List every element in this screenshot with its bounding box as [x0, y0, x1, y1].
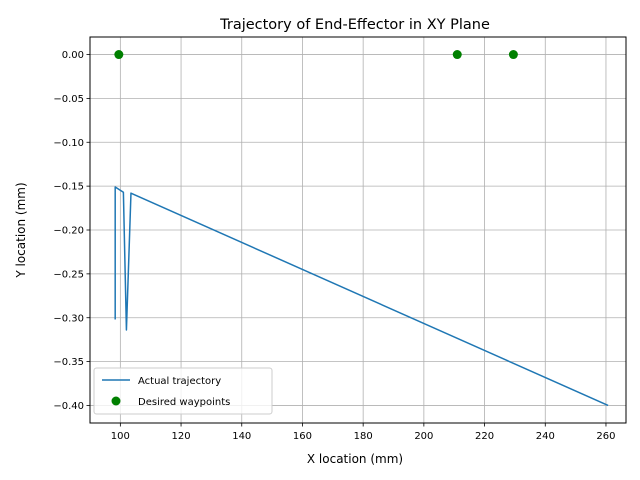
x-tick-label: 160	[293, 431, 312, 442]
x-tick-label: 240	[536, 431, 555, 442]
y-tick-label: −0.25	[53, 269, 84, 280]
legend-box	[93, 367, 273, 415]
y-tick-label: −0.10	[53, 138, 84, 149]
legend-label: Desired waypoints	[138, 397, 230, 408]
y-tick-label: −0.20	[53, 226, 84, 237]
x-tick-label: 220	[475, 431, 494, 442]
x-tick-label: 180	[354, 431, 373, 442]
waypoint-point	[114, 50, 124, 60]
grid	[90, 37, 626, 423]
x-tick-label: 260	[596, 431, 615, 442]
y-tick-label: −0.35	[53, 357, 84, 368]
x-tick-label: 120	[172, 431, 191, 442]
x-axis-label: X location (mm)	[307, 452, 403, 466]
y-tick-label: −0.15	[53, 182, 84, 193]
series-line-actual-trajectory	[114, 186, 609, 407]
legend-label: Actual trajectory	[138, 376, 221, 387]
waypoint-point	[452, 50, 462, 60]
y-tick-label: −0.05	[53, 94, 84, 105]
y-tick-label: −0.30	[53, 313, 84, 324]
y-tick-label: 0.00	[62, 50, 84, 61]
y-axis-label: Y location (mm)	[14, 182, 28, 278]
x-tick-label: 200	[414, 431, 433, 442]
legend-marker-swatch	[111, 396, 121, 406]
plot-series	[114, 50, 609, 407]
legend: Actual trajectory Desired waypoints	[93, 367, 273, 415]
y-tick-label: −0.40	[53, 401, 84, 412]
waypoint-point	[508, 50, 518, 60]
y-axis-ticks: 0.00 −0.05 −0.10 −0.15 −0.20 −0.25 −0.30 −0.35 −…	[53, 50, 90, 412]
x-axis-ticks: 100 120 140 160 180 200 220 240 260	[111, 423, 616, 442]
x-tick-label: 140	[232, 431, 251, 442]
x-tick-label: 100	[111, 431, 130, 442]
chart-title: Trajectory of End-Effector in XY Plane	[219, 17, 490, 33]
